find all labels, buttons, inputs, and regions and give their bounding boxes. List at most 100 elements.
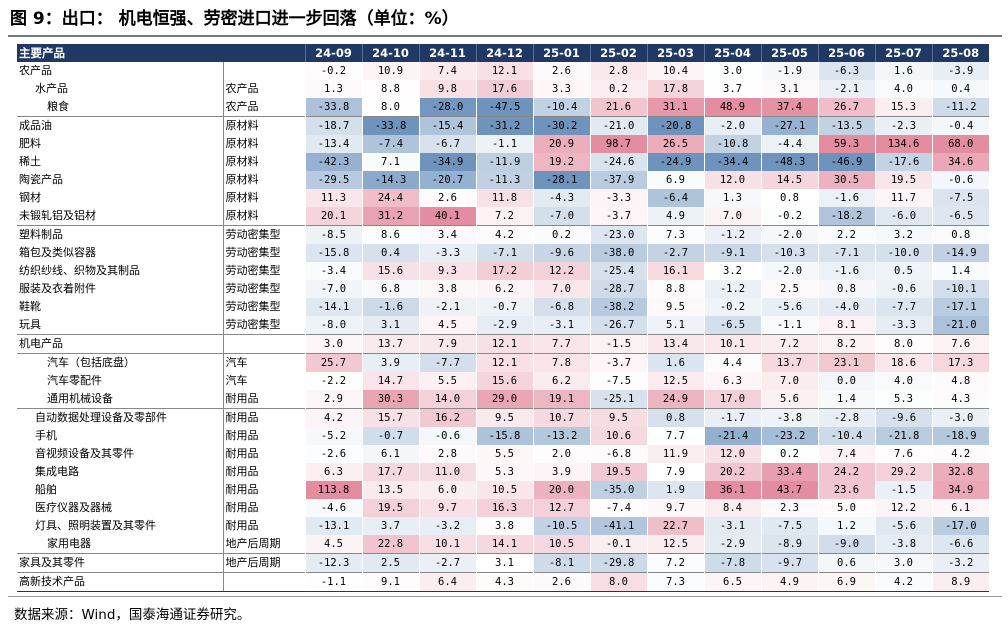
growth-value-cell: -6.3 [817, 62, 875, 80]
growth-value-cell: 16.3 [475, 499, 533, 517]
bottom-divider [8, 596, 1002, 597]
growth-value-cell: 5.0 [817, 499, 875, 517]
growth-value-cell: -3.1 [532, 316, 590, 335]
growth-value-cell: 12.1 [475, 62, 533, 80]
growth-value-cell: 2.6 [532, 572, 590, 592]
growth-value-cell: -2.1 [817, 80, 875, 98]
growth-value-cell: -34.4 [703, 153, 761, 171]
table-row: 农产品 -0.2 10.9 7.4 12.1 2.6 2.8 10.4 3.0 -1.9 -6.3 1… [17, 62, 989, 80]
growth-value-cell: -23.2 [760, 427, 818, 445]
product-category: 劳动密集型 [222, 316, 305, 335]
growth-value-cell: 7.3 [646, 572, 704, 592]
growth-value-cell: 8.6 [361, 225, 419, 244]
growth-value-cell: 29.0 [475, 390, 533, 409]
growth-value-cell: 19.5 [361, 499, 419, 517]
table-row: 粮食 农产品 -33.8 8.0 -28.0 -47.5 -10.4 21.6 31.1 48.9… [17, 98, 989, 117]
product-category: 地产后周期 [222, 553, 305, 573]
growth-value-cell: 2.5 [361, 553, 419, 573]
product-name: 灯具、照明装置及其零件 [35, 519, 156, 532]
growth-value-cell: -1.5 [589, 334, 647, 354]
product-category: 耐用品 [222, 408, 305, 427]
growth-value-cell: 12.2 [874, 499, 932, 517]
growth-value-cell: 34.6 [931, 153, 989, 171]
export-growth-table-container: 主要产品 24-09 24-10 24-11 24-12 25-01 25-02 25-03… [17, 44, 989, 592]
growth-value-cell: -7.5 [760, 517, 818, 535]
growth-value-cell: 10.4 [646, 62, 704, 80]
growth-value-cell: 4.3 [475, 572, 533, 592]
product-name: 塑料制品 [17, 225, 223, 244]
growth-value-cell: -2.7 [646, 244, 704, 262]
table-row: 集成电路 耐用品 6.3 17.7 11.0 5.3 3.9 19.5 7.9 20.2 33.4 2… [17, 463, 989, 481]
table-row: 汽车（包括底盘） 汽车 25.7 3.9 -7.7 12.1 7.8 -3.7 1.6 4.4 13… [17, 353, 989, 372]
growth-value-cell: 7.0 [760, 372, 818, 390]
growth-value-cell: 15.6 [475, 372, 533, 390]
product-name: 家具及其零件 [17, 553, 223, 573]
growth-value-cell: -9.0 [817, 535, 875, 554]
growth-value-cell: -0.7 [361, 427, 419, 445]
growth-value-cell: 6.9 [817, 572, 875, 592]
growth-value-cell: 4.8 [931, 372, 989, 390]
growth-value-cell: 2.8 [418, 445, 476, 463]
growth-value-cell: -1.9 [760, 62, 818, 80]
header-month: 25-08 [931, 44, 989, 62]
growth-value-cell: 6.3 [703, 372, 761, 390]
growth-value-cell: 7.9 [418, 334, 476, 354]
growth-value-cell: 2.9 [304, 390, 362, 409]
growth-value-cell: 3.9 [532, 463, 590, 481]
growth-value-cell: -11.2 [931, 98, 989, 117]
product-name: 稀土 [19, 155, 41, 168]
growth-value-cell: 0.8 [817, 280, 875, 298]
growth-value-cell: -2.6 [304, 445, 362, 463]
product-name: 集成电路 [35, 465, 79, 478]
growth-value-cell: 9.3 [418, 262, 476, 280]
growth-value-cell: -0.6 [418, 427, 476, 445]
growth-value-cell: 17.6 [475, 80, 533, 98]
product-name: 农产品 [19, 64, 52, 77]
growth-value-cell: 4.2 [475, 225, 533, 244]
product-name: 汽车零配件 [47, 374, 102, 387]
growth-value-cell: -8.1 [532, 553, 590, 573]
growth-value-cell: 7.4 [418, 62, 476, 80]
growth-value-cell: 8.9 [931, 572, 989, 592]
growth-value-cell: -7.8 [703, 553, 761, 573]
table-row: 通用机械设备 耐用品 2.9 30.3 14.0 29.0 19.1 -25.1 24.9 17.… [17, 390, 989, 409]
growth-value-cell: -13.4 [304, 135, 362, 153]
table-row: 手机 耐用品 -5.2 -0.7 -0.6 -15.8 -13.2 10.6 7.7 -21.4-… [17, 427, 989, 445]
growth-value-cell: -0.6 [931, 171, 989, 189]
growth-value-cell: 10.6 [589, 427, 647, 445]
growth-value-cell: 7.6 [931, 334, 989, 354]
table-row: 塑料制品 劳动密集型 -8.5 8.6 3.4 4.2 0.2 -23.0 7.3 -1.2 -2.… [17, 225, 989, 244]
growth-value-cell: -31.2 [475, 116, 533, 135]
growth-value-cell: -0.2 [703, 298, 761, 316]
table-row: 家用电器 地产后周期 4.5 22.8 10.1 14.1 10.5 -0.1 12.5 -2.9… [17, 535, 989, 554]
growth-value-cell: 59.3 [817, 135, 875, 153]
growth-value-cell: 23.1 [817, 353, 875, 372]
growth-value-cell: 30.3 [361, 390, 419, 409]
growth-value-cell: 0.4 [361, 244, 419, 262]
product-category: 耐用品 [222, 390, 305, 409]
growth-value-cell: -6.5 [931, 207, 989, 226]
growth-value-cell: -10.5 [532, 517, 590, 535]
growth-value-cell: -2.1 [418, 298, 476, 316]
growth-value-cell: 7.2 [646, 553, 704, 573]
growth-value-cell: 24.9 [646, 390, 704, 409]
table-row: 家具及其零件 地产后周期 -12.3 2.5 -2.7 3.1 -8.1 -29.8 7.2 -7… [17, 553, 989, 573]
growth-value-cell: -29.5 [304, 171, 362, 189]
growth-value-cell: 7.6 [874, 445, 932, 463]
growth-value-cell: 8.4 [703, 499, 761, 517]
product-name: 医疗仪器及器械 [35, 501, 112, 514]
growth-value-cell: 9.1 [361, 572, 419, 592]
table-row: 服装及衣着附件 劳动密集型 -7.0 6.8 3.8 6.2 7.0 -28.7 8.8 -1.2… [17, 280, 989, 298]
growth-value-cell: 29.2 [874, 463, 932, 481]
header-month: 24-11 [418, 44, 476, 62]
header-month: 24-10 [361, 44, 419, 62]
growth-value-cell: 11.3 [304, 189, 362, 207]
growth-value-cell: -18.2 [817, 207, 875, 226]
growth-value-cell: -10.4 [532, 98, 590, 117]
growth-value-cell: 7.9 [646, 463, 704, 481]
growth-value-cell: 0.2 [760, 445, 818, 463]
growth-value-cell: -6.5 [703, 316, 761, 335]
growth-value-cell: -48.3 [760, 153, 818, 171]
growth-value-cell: 14.5 [760, 171, 818, 189]
product-name: 汽车（包括底盘） [17, 353, 223, 372]
